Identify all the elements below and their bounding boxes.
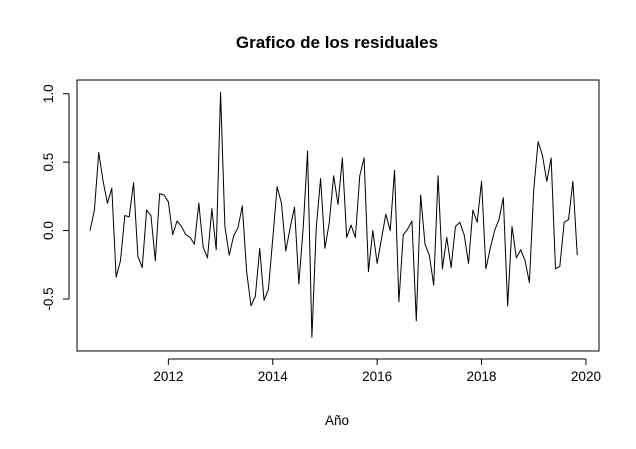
plot-box	[76, 79, 600, 352]
x-axis-label: Año	[325, 413, 349, 428]
x-tick-label: 2016	[362, 369, 392, 384]
y-tick-label: 0.5	[41, 153, 56, 172]
y-tick-label: 1.0	[41, 84, 56, 103]
y-tick-label: -0.5	[41, 287, 56, 310]
y-tick-label: 0.0	[41, 221, 56, 240]
chart-title: Grafico de los residuales	[236, 33, 438, 52]
residuals-series-line	[89, 91, 578, 338]
y-axis: -0.5 0.0 0.5 1.0	[41, 84, 70, 311]
x-axis: 2012 2014 2016 2018 2020	[153, 358, 601, 384]
x-tick-label: 2020	[571, 369, 601, 384]
x-tick-label: 2014	[258, 369, 289, 384]
x-tick-label: 2012	[153, 369, 183, 384]
x-tick-label: 2018	[467, 369, 497, 384]
